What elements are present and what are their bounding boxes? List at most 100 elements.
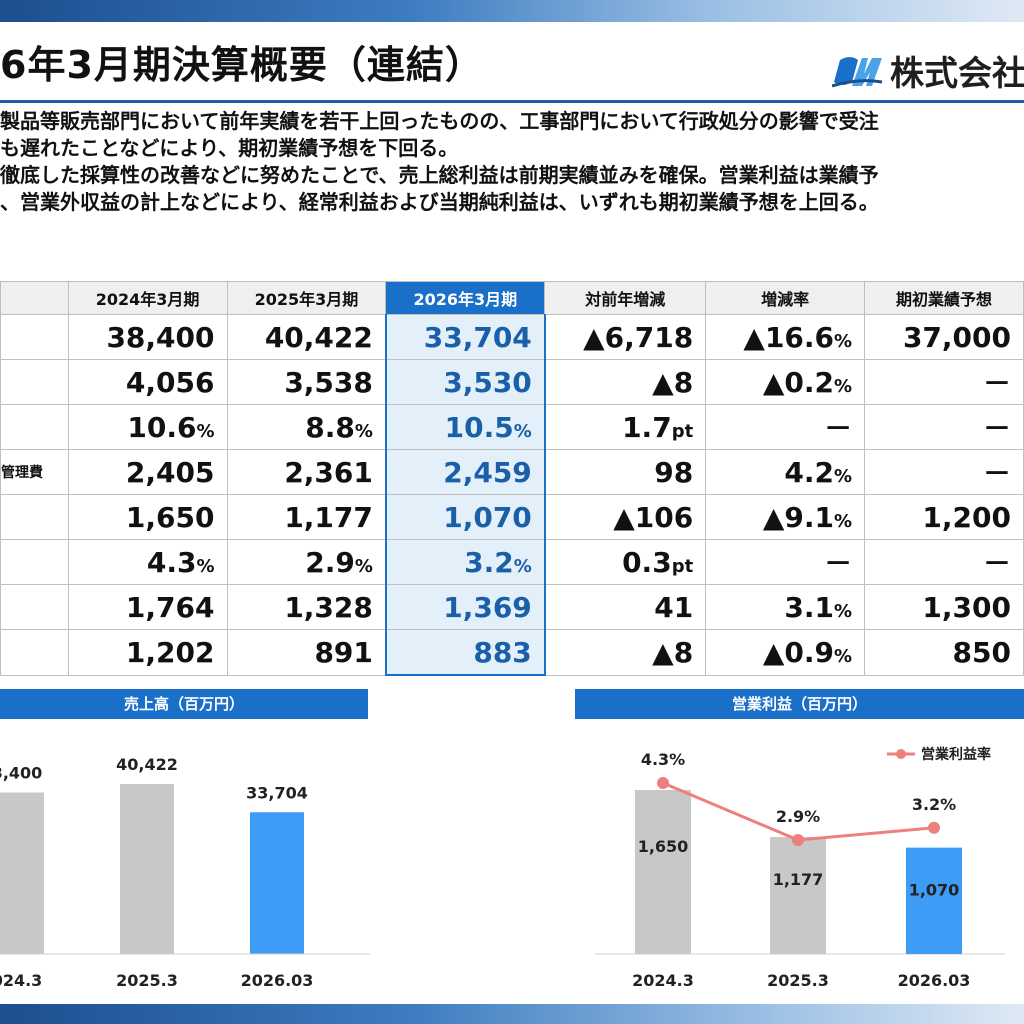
header-2025: 2025年3月期 [226, 281, 387, 315]
cell-value: ▲8 [652, 365, 694, 399]
op-value-label-2: 1,070 [909, 881, 960, 900]
header-2024: 2024年3月期 [67, 281, 228, 315]
table-row: 1,650 1,177 1,070 ▲106 ▲9.1% 1,200 [0, 494, 1024, 540]
table-cell: － [864, 539, 1024, 585]
table-cell: 8.8% [226, 404, 387, 450]
cell-value: 40,422 [264, 320, 373, 354]
cell-unit: pt [671, 420, 694, 442]
cell-unit: % [354, 420, 373, 442]
table-cell: ▲0.9% [705, 629, 866, 676]
row-label: 管理費 [0, 449, 69, 495]
op-value-label-1: 1,177 [773, 870, 824, 889]
table-row: 4.3% 2.9% 3.2% 0.3pt －－ [0, 539, 1024, 585]
table-cell: 10.5% [384, 404, 546, 450]
table-cell: 1,070 [384, 494, 546, 540]
table-cell: － [705, 539, 866, 585]
op-rate-label-0: 4.3% [641, 750, 685, 769]
table-cell: 3,530 [384, 359, 546, 405]
cell-unit: % [834, 375, 853, 397]
cell-value: 37,000 [902, 320, 1011, 354]
table-cell: 1.7pt [544, 404, 707, 450]
cell-value: 1,369 [443, 590, 532, 624]
table-cell: 3.1% [705, 584, 866, 630]
table-cell: 1,202 [67, 629, 228, 676]
company-logo: 株式会社 [831, 46, 1024, 95]
cell-value: 883 [473, 635, 532, 669]
table-cell: 2,405 [67, 449, 228, 495]
table-cell: 2.9% [226, 539, 387, 585]
cell-value: 41 [654, 590, 694, 624]
cell-value: 850 [952, 635, 1011, 669]
cell-unit: % [834, 465, 853, 487]
table-cell: 883 [384, 629, 546, 676]
op-rate-label-2: 3.2% [912, 795, 956, 814]
sales-category-label-0: 024.3 [0, 971, 42, 990]
row-label [0, 584, 69, 630]
cell-value: 1,300 [922, 590, 1011, 624]
bullet-line-4: 、営業外収益の計上などにより、経常利益および当期純利益は、いずれも期初業績予想を… [0, 190, 879, 214]
table-cell: 1,764 [67, 584, 228, 630]
header-initial-forecast: 期初業績予想 [864, 281, 1024, 315]
cell-unit: % [834, 510, 853, 532]
op-category-label-1: 2025.3 [767, 971, 829, 990]
table-cell: 2,459 [384, 449, 546, 495]
title-divider [0, 100, 1024, 103]
op-bar-2 [906, 847, 962, 954]
op-rate-point-2 [928, 821, 940, 834]
bullet-line-1: 製品等販売部門において前年実績を若干上回ったものの、工事部門において行政処分の影… [0, 109, 879, 133]
cell-value: － [982, 457, 1011, 490]
header-change-rate: 増減率 [705, 281, 866, 315]
table-cell: － [705, 404, 866, 450]
cell-value: 1,200 [922, 500, 1011, 534]
table-body: 38,400 40,422 33,704 ▲6,718 ▲16.6% 37,000 4,05… [0, 314, 1024, 676]
table-cell: 1,369 [384, 584, 546, 630]
row-label [0, 359, 69, 405]
op-legend-label: 営業利益率 [921, 746, 991, 763]
header-label-cell [0, 281, 69, 315]
header-yoy-change: 対前年増減 [544, 281, 707, 315]
table-cell: ▲9.1% [705, 494, 866, 540]
row-label [0, 314, 69, 360]
table-cell: ▲6,718 [544, 314, 707, 360]
table-cell: 1,200 [864, 494, 1024, 540]
table-cell: 33,704 [384, 314, 546, 360]
cell-value: 1,650 [125, 500, 215, 534]
op-rate-point-0 [657, 777, 669, 789]
cell-value: ▲0.9 [762, 635, 835, 669]
sales-category-label-1: 2025.3 [116, 971, 178, 990]
table-cell: 41 [544, 584, 707, 630]
cell-value: 8.8 [305, 410, 355, 444]
row-label [0, 629, 69, 676]
row-label [0, 539, 69, 585]
cell-value: 2.9 [305, 545, 355, 579]
cell-value: 1,764 [125, 590, 215, 624]
table-row: 管理費 2,405 2,361 2,459 98 4.2% － [0, 449, 1024, 495]
table-cell: 4.2% [705, 449, 866, 495]
cell-value: 4.2 [784, 455, 835, 489]
sales-value-label-2: 33,704 [246, 783, 308, 802]
row-label [0, 494, 69, 540]
table-cell: 891 [226, 629, 387, 676]
sales-value-label-0: 3,400 [0, 764, 42, 783]
cell-value: 0.3 [622, 545, 672, 579]
cell-value: ▲106 [613, 500, 694, 534]
cell-value: 1.7 [622, 410, 672, 444]
table-cell: 1,328 [226, 584, 387, 630]
cell-value: 2,459 [443, 455, 532, 489]
table-cell: ▲8 [544, 359, 707, 405]
cell-value: 10.5 [444, 410, 514, 444]
top-banner [0, 0, 1024, 22]
cell-value: 3.2 [464, 545, 514, 579]
op-legend-marker [896, 749, 906, 759]
cell-value: 2,405 [125, 455, 215, 489]
sales-bar-1 [120, 784, 174, 954]
sales-bar-0 [0, 792, 44, 954]
cell-value: － [982, 547, 1011, 580]
table-cell: － [864, 404, 1024, 450]
table-cell: ▲16.6% [705, 314, 866, 360]
table-cell: ▲8 [544, 629, 707, 676]
bottom-banner [0, 1004, 1024, 1024]
logo-text: 株式会社 [890, 54, 1024, 94]
op-value-label-0: 1,650 [638, 837, 689, 856]
table-cell: ▲0.2% [705, 359, 866, 405]
